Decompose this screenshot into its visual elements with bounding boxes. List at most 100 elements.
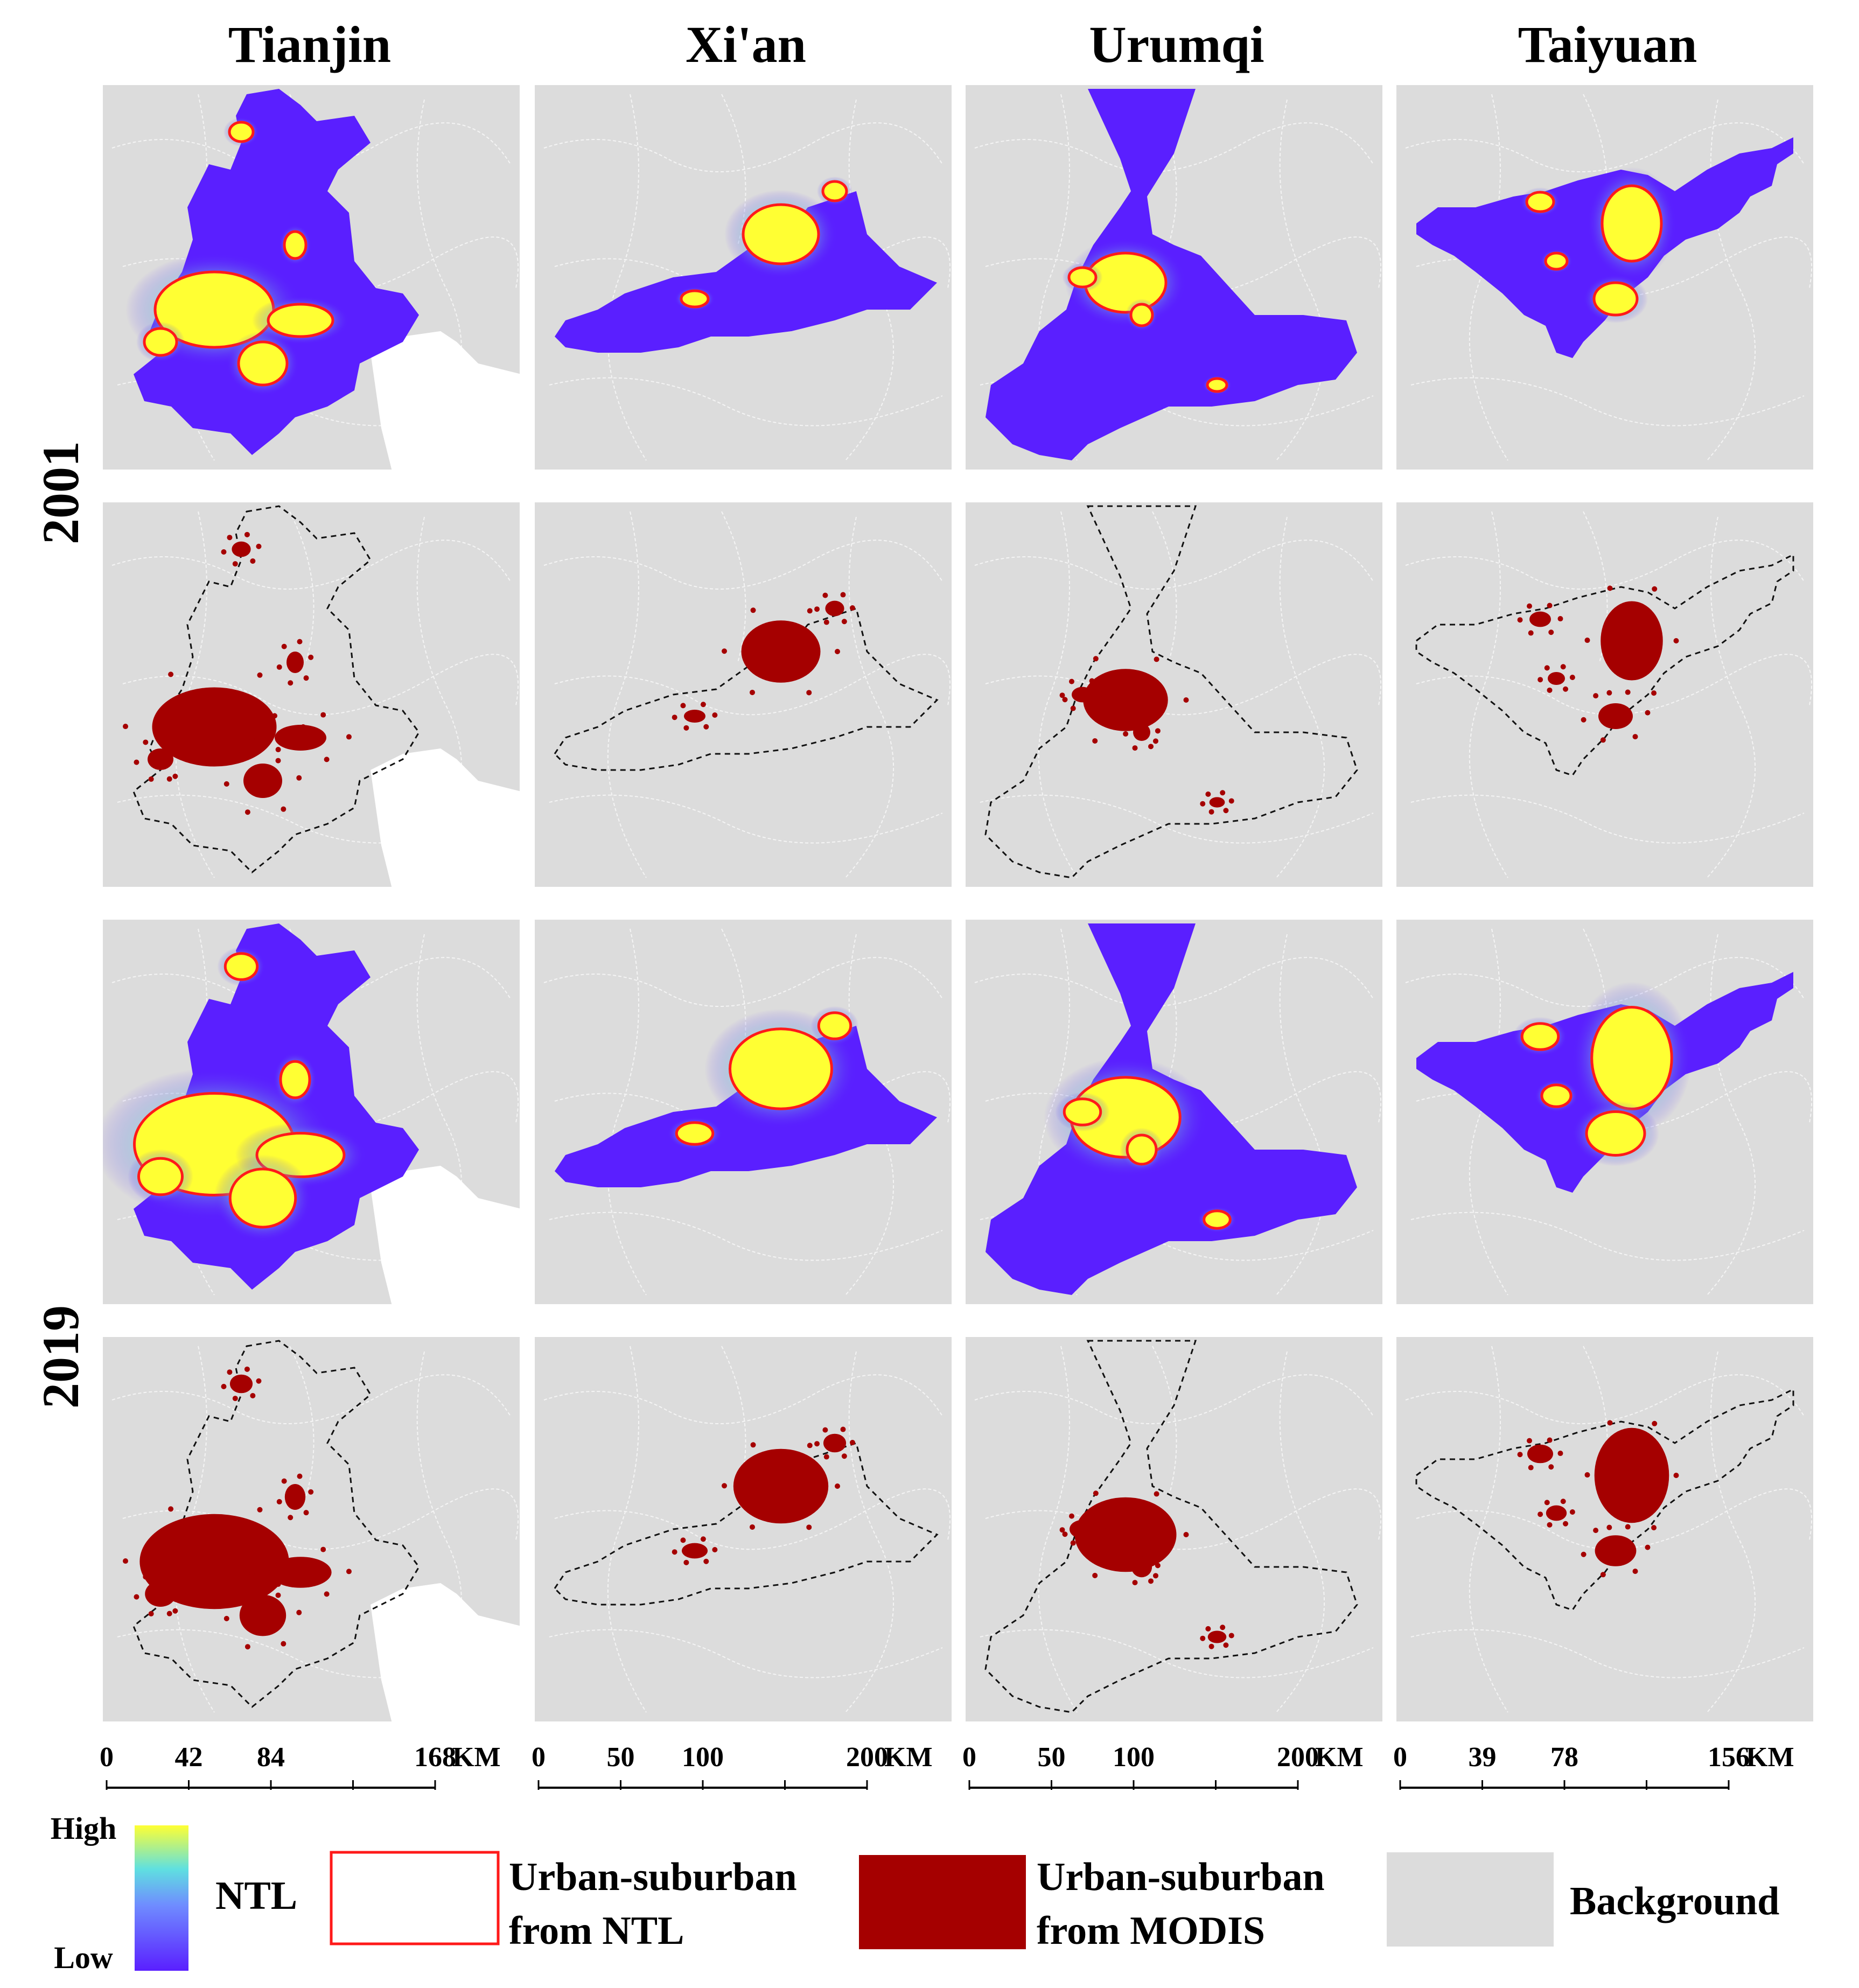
modis-urban-patch: [139, 1514, 289, 1609]
modis-urban-speck: [221, 1384, 227, 1390]
modis-urban-speck: [250, 558, 256, 564]
modis-urban-speck: [750, 607, 756, 613]
modis-urban-patch: [1598, 703, 1633, 729]
modis-urban-speck: [249, 736, 255, 741]
panel-frame: [962, 499, 1386, 890]
scale-tick-label: 0: [1393, 1742, 1407, 1773]
modis-urban-speck: [1547, 1437, 1553, 1443]
modis-urban-speck: [320, 712, 326, 718]
modis-urban-speck: [1673, 638, 1679, 643]
modis-urban-speck: [1093, 656, 1099, 662]
scale-tick-label: 168: [414, 1742, 456, 1773]
modis-urban-speck: [244, 1644, 250, 1650]
modis-urban-patch: [229, 1374, 253, 1394]
modis-urban-speck: [1152, 1573, 1158, 1579]
modis-urban-speck: [823, 619, 829, 625]
modis-urban-speck: [256, 1378, 262, 1384]
modis-urban-speck: [275, 1592, 281, 1598]
map-panel-tianjin-2001-modis: [100, 499, 523, 890]
scale-tick-label: 100: [1113, 1742, 1155, 1773]
scale-unit-label: KM: [452, 1742, 501, 1773]
modis-urban-speck: [814, 606, 820, 612]
modis-urban-speck: [1537, 677, 1543, 683]
modis-urban-speck: [1547, 687, 1553, 693]
modis-urban-speck: [297, 1473, 303, 1479]
modis-urban-speck: [1563, 686, 1569, 692]
map-panel-taiyuan-2019-modis: [1393, 1334, 1816, 1725]
panel-frame: [100, 1334, 523, 1725]
modis-urban-speck: [1528, 1465, 1534, 1471]
modis-urban-speck: [172, 773, 178, 779]
modis-urban-speck: [1069, 678, 1075, 684]
modis-urban-speck: [1652, 1420, 1658, 1426]
modis-urban-speck: [1223, 808, 1229, 814]
modis-urban-speck: [1132, 1580, 1138, 1586]
modis-urban-patch: [1595, 1535, 1637, 1566]
modis-urban-speck: [172, 1608, 178, 1614]
background-label: Background: [1570, 1879, 1779, 1923]
modis-urban-speck: [840, 592, 846, 598]
panel-background: [533, 1335, 953, 1723]
modis-urban-speck: [712, 712, 718, 718]
year-label-2001: 2001: [32, 441, 89, 544]
modis-urban-speck: [288, 680, 293, 686]
modis-urban-speck: [281, 806, 286, 812]
scale-tick-label: 0: [100, 1742, 114, 1773]
modis-urban-speck: [835, 1483, 840, 1489]
modis-urban-speck: [1208, 1643, 1214, 1649]
map-panel-urumqi-2001-modis: [962, 499, 1386, 890]
scale-tick-label: 50: [607, 1742, 635, 1773]
scale-tick-label: 42: [175, 1742, 203, 1773]
modis-urban-patch: [825, 600, 844, 617]
modis-urban-speck: [1645, 710, 1651, 716]
modis-urban-speck: [276, 664, 282, 670]
panel-frame: [532, 1334, 955, 1725]
modis-urban-patch: [269, 1557, 332, 1588]
modis-urban-speck: [244, 809, 250, 815]
column-title-tianjin: Tianjin: [228, 16, 391, 73]
panel-frame: [962, 82, 1386, 473]
modis-urban-speck: [296, 775, 302, 781]
modis-urban-speck: [281, 643, 287, 649]
modis-urban-speck: [703, 1558, 709, 1564]
modis-urban-patch: [1527, 1444, 1553, 1464]
modis-urban-speck: [1148, 1578, 1154, 1584]
modis-urban-speck: [1200, 1635, 1206, 1641]
scale-tick-label: 156: [1708, 1742, 1750, 1773]
modis-urban-patch: [1131, 1556, 1152, 1578]
modis-urban-speck: [1607, 585, 1613, 591]
modis-urban-speck: [324, 757, 330, 762]
modis-urban-speck: [297, 639, 303, 645]
modis-urban-speck: [1145, 714, 1151, 720]
modis-urban-patch: [284, 1484, 306, 1510]
modis-urban-patch: [1074, 1497, 1177, 1572]
panel-background: [1395, 501, 1815, 888]
modis-urban-speck: [181, 753, 187, 759]
modis-urban-speck: [303, 675, 309, 681]
ntl-urban-core: [742, 203, 820, 265]
modis-urban-speck: [1205, 791, 1211, 797]
panel-frame: [1393, 1334, 1816, 1725]
map-panel-urumqi-2019-ntl: [962, 916, 1386, 1307]
modis-urban-speck: [1154, 656, 1159, 662]
modis-urban-speck: [1607, 1420, 1613, 1426]
ntl-urban-core: [1206, 377, 1228, 393]
modis-urban-patch: [733, 1448, 829, 1524]
panel-frame: [962, 916, 1386, 1307]
background-swatch: [1387, 1852, 1554, 1947]
modis-urban-speck: [257, 1507, 263, 1513]
modis-urban-speck: [227, 535, 233, 541]
modis-urban-patch: [823, 1433, 847, 1453]
modis-urban-speck: [1091, 705, 1096, 711]
modis-urban-speck: [750, 1442, 756, 1448]
modis-urban-speck: [1652, 586, 1658, 592]
ntl-urban-core: [137, 1157, 184, 1196]
modis-urban-speck: [1123, 1565, 1129, 1571]
modis-urban-speck: [166, 776, 172, 782]
modis-urban-speck: [1228, 798, 1234, 804]
modis-urban-speck: [134, 759, 139, 765]
modis-urban-speck: [1100, 691, 1106, 697]
